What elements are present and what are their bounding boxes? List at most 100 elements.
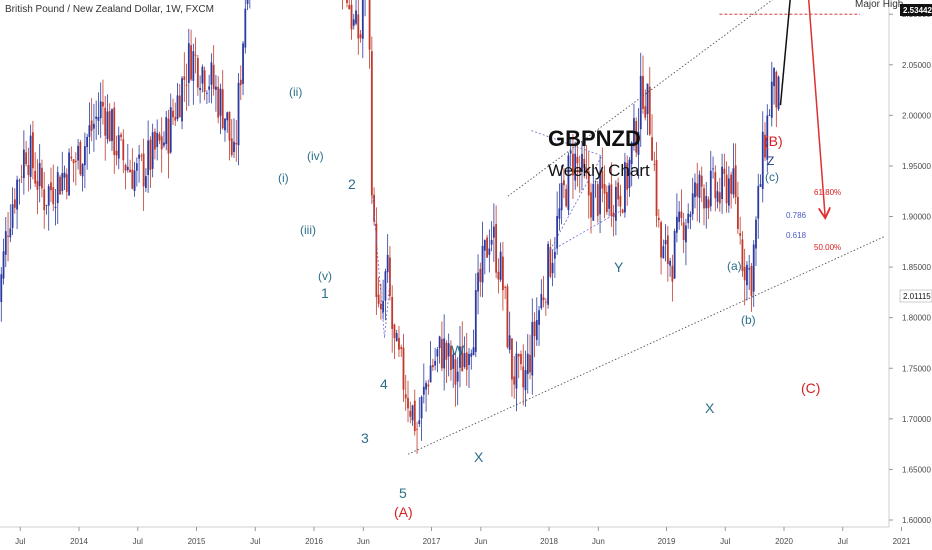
candle-body [97, 117, 100, 121]
candle-body [596, 184, 599, 216]
candle-body [346, 0, 348, 3]
candle-body [7, 235, 9, 237]
candle-body [228, 111, 231, 141]
candle-body [465, 352, 468, 370]
candle-body [646, 83, 649, 115]
candle-body [610, 184, 613, 217]
candle-body [149, 139, 152, 170]
candle-body [151, 132, 154, 169]
candle-body [124, 165, 127, 171]
wave-label-Z: Z [767, 154, 774, 168]
x-tick-label: Jul [838, 537, 848, 546]
candle-body [608, 185, 611, 209]
candle-body [398, 337, 400, 350]
candle-body [242, 43, 244, 84]
y-tick-label: 2.05000 [902, 61, 931, 70]
wave-label-b: (b) [741, 313, 756, 327]
candle-body [43, 189, 46, 211]
candle-body [603, 184, 606, 194]
candle-body [592, 183, 595, 221]
candle-body [633, 118, 635, 147]
candle-body [99, 101, 102, 119]
candle-body [45, 204, 48, 206]
candle-body [440, 338, 443, 369]
candle-body [377, 294, 380, 304]
candle-body [463, 353, 466, 367]
y-tick-label: 2.00000 [902, 111, 931, 120]
candle-body [382, 300, 385, 313]
candle-body [393, 324, 396, 338]
candle-body [770, 81, 773, 118]
channel-upper-line [507, 0, 773, 197]
y-tick-label: 1.90000 [902, 213, 931, 222]
candle-body [526, 353, 529, 375]
candle-body [630, 142, 633, 165]
candle-body [233, 141, 235, 153]
candle-body [544, 301, 547, 303]
candle-body [628, 159, 631, 189]
candle-body [712, 168, 714, 170]
candle-body [535, 319, 538, 340]
candle-body [156, 132, 159, 148]
candle-body [445, 342, 448, 360]
candle-body [504, 287, 507, 288]
projection-arrow-up [779, 0, 791, 106]
candle-body [660, 222, 662, 258]
candle-body [558, 208, 561, 219]
candle-body [395, 333, 398, 342]
candle-body [176, 95, 179, 119]
candle-body [185, 84, 188, 86]
candle-body [590, 192, 592, 218]
candle-body [192, 51, 195, 81]
candle-body [246, 0, 249, 4]
candle-body [68, 152, 70, 196]
candle-body [470, 353, 473, 357]
time-axis[interactable]: Jul 2014 Jul 2015 Jul 2016 Jun 2017 Jun 2018 Jun 20… [15, 527, 911, 546]
y-tick-label: 1.80000 [902, 314, 931, 323]
candle-body [479, 268, 482, 282]
candle-body [766, 115, 769, 160]
candle-body [203, 70, 206, 92]
candle-body [508, 335, 511, 350]
candle-body [205, 92, 208, 94]
price-scale-bg [889, 0, 932, 550]
candle-body [425, 383, 427, 390]
candle-body [497, 271, 500, 280]
candle-body [355, 10, 357, 24]
candle-body [158, 133, 161, 141]
candle-body [583, 158, 586, 168]
candle-body [599, 171, 601, 215]
candle-body [235, 142, 238, 145]
current-price: 2.01115 [903, 292, 931, 301]
candle-body [359, 34, 362, 38]
candle-body [492, 226, 495, 238]
candle-body [416, 428, 418, 430]
candle-body [520, 353, 522, 365]
candle-body [29, 135, 32, 177]
candle-body [147, 140, 150, 175]
candle-body [612, 212, 615, 218]
candle-body [456, 371, 459, 382]
candle-body [59, 176, 61, 195]
candle-body [56, 172, 59, 204]
candle-body [755, 219, 757, 249]
major-high-price: 2.53442 [903, 6, 932, 15]
candle-body [581, 153, 583, 173]
candle-body [215, 86, 217, 90]
candle-body [553, 251, 556, 259]
candle-body [131, 169, 134, 189]
candle-body [569, 150, 572, 154]
candle-body [565, 189, 568, 207]
candle-body [723, 168, 726, 174]
candle-body [74, 160, 77, 162]
candle-body [454, 359, 457, 385]
candle-body [522, 366, 525, 388]
candle-body [138, 154, 141, 159]
candle-body [0, 274, 3, 303]
chart-subtitle: Weekly Chart [548, 161, 650, 180]
candle-body [65, 174, 68, 192]
candle-body [418, 420, 421, 425]
candle-body [420, 396, 423, 419]
x-tick-label: Jun [592, 537, 605, 546]
